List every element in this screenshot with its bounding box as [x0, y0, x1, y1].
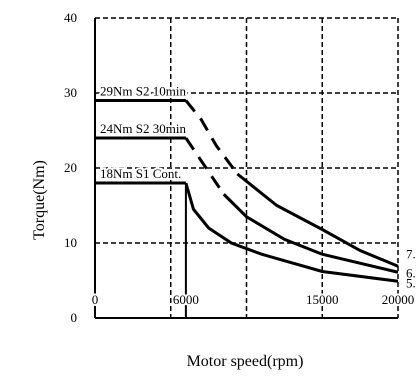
y-tick-label: 0	[71, 310, 78, 325]
x-tick-label: 0	[92, 292, 99, 307]
curve-dashed	[184, 137, 226, 196]
y-tick-label: 10	[64, 235, 77, 250]
y-tick-label: 40	[64, 10, 77, 25]
series-label: 29Nm S2 10min	[100, 84, 186, 99]
end-label: 6.	[406, 265, 416, 280]
series-label: 18Nm S1 Cont.	[100, 166, 181, 181]
y-axis-label: Torque(Nm)	[31, 160, 48, 240]
series-label: 24Nm S2 30min	[100, 121, 186, 136]
x-axis-label: Motor speed(rpm)	[187, 353, 304, 370]
x-tick-label: 6000	[173, 292, 199, 307]
curve	[184, 182, 399, 283]
end-label: 7.	[406, 246, 416, 261]
curve	[222, 193, 399, 274]
y-tick-label: 20	[64, 160, 77, 175]
curve-dashed	[184, 99, 239, 175]
x-tick-label: 15000	[306, 292, 339, 307]
end-label: 5.	[406, 275, 416, 290]
x-tick-label: 20000	[382, 292, 415, 307]
y-tick-label: 30	[64, 85, 77, 100]
curve	[236, 172, 399, 268]
